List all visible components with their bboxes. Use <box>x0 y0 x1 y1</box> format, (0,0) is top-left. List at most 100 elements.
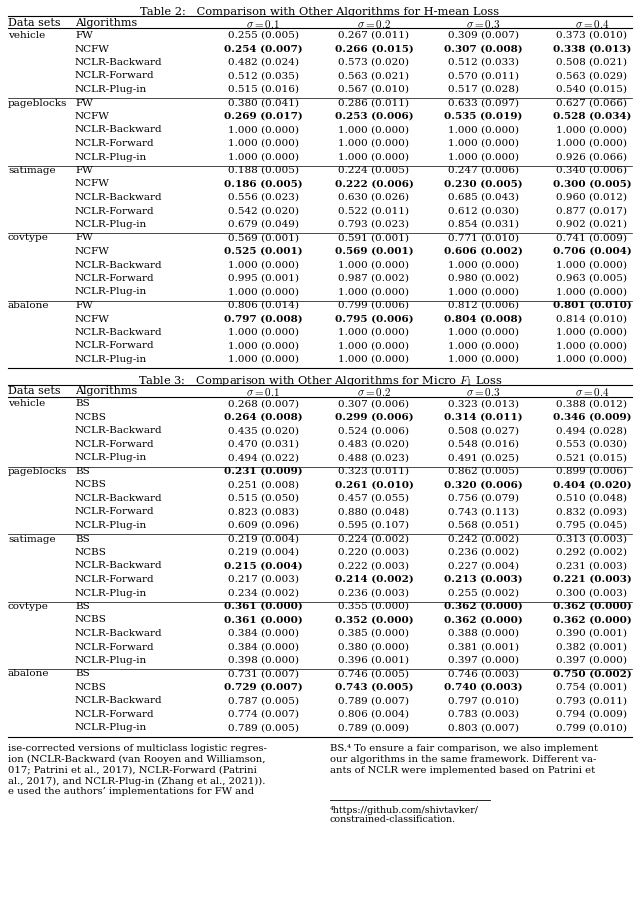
Text: 0.483 (0.020): 0.483 (0.020) <box>339 439 410 448</box>
Text: 0.494 (0.022): 0.494 (0.022) <box>227 453 298 462</box>
Text: NCLR-Plug-in: NCLR-Plug-in <box>75 453 147 462</box>
Text: NCLR-Forward: NCLR-Forward <box>75 139 155 148</box>
Text: 0.880 (0.048): 0.880 (0.048) <box>339 507 410 516</box>
Text: 0.264 (0.008): 0.264 (0.008) <box>224 413 302 422</box>
Text: 0.515 (0.050): 0.515 (0.050) <box>227 494 298 503</box>
Text: 0.398 (0.000): 0.398 (0.000) <box>227 655 298 664</box>
Text: 0.612 (0.030): 0.612 (0.030) <box>447 206 518 215</box>
Text: 0.188 (0.005): 0.188 (0.005) <box>227 165 298 175</box>
Text: 0.338 (0.013): 0.338 (0.013) <box>553 44 631 53</box>
Text: 0.221 (0.003): 0.221 (0.003) <box>552 574 632 584</box>
Text: 0.222 (0.006): 0.222 (0.006) <box>335 179 413 188</box>
Text: 0.286 (0.011): 0.286 (0.011) <box>339 98 410 108</box>
Text: 0.299 (0.006): 0.299 (0.006) <box>335 413 413 422</box>
Text: 0.494 (0.028): 0.494 (0.028) <box>557 426 627 435</box>
Text: 0.309 (0.007): 0.309 (0.007) <box>447 31 518 40</box>
Text: NCBS: NCBS <box>75 480 107 489</box>
Text: 0.397 (0.000): 0.397 (0.000) <box>447 655 518 664</box>
Text: 0.633 (0.097): 0.633 (0.097) <box>447 98 518 108</box>
Text: 0.314 (0.011): 0.314 (0.011) <box>444 413 522 422</box>
Text: NCLR-Forward: NCLR-Forward <box>75 507 155 516</box>
Text: 0.231 (0.003): 0.231 (0.003) <box>557 561 627 570</box>
Text: 0.783 (0.003): 0.783 (0.003) <box>447 709 518 719</box>
Text: satimage: satimage <box>8 165 56 175</box>
Text: NCFW: NCFW <box>75 179 110 188</box>
Text: 0.213 (0.003): 0.213 (0.003) <box>444 574 522 584</box>
Text: Table 2:   Comparison with Other Algorithms for H-mean Loss: Table 2: Comparison with Other Algorithm… <box>140 7 500 17</box>
Text: 1.000 (0.000): 1.000 (0.000) <box>557 328 627 336</box>
Text: FW: FW <box>75 301 93 310</box>
Text: 0.355 (0.000): 0.355 (0.000) <box>339 601 410 610</box>
Text: 0.397 (0.000): 0.397 (0.000) <box>557 655 627 664</box>
Text: 0.568 (0.051): 0.568 (0.051) <box>447 520 518 529</box>
Text: 0.746 (0.003): 0.746 (0.003) <box>447 669 518 678</box>
Text: 0.251 (0.008): 0.251 (0.008) <box>227 480 298 489</box>
Text: NCLR-Backward: NCLR-Backward <box>75 426 163 435</box>
Text: 0.746 (0.005): 0.746 (0.005) <box>339 669 410 678</box>
Text: 1.000 (0.000): 1.000 (0.000) <box>227 153 298 162</box>
Text: 0.361 (0.000): 0.361 (0.000) <box>223 601 302 610</box>
Text: NCLR-Forward: NCLR-Forward <box>75 709 155 719</box>
Text: 1.000 (0.000): 1.000 (0.000) <box>227 341 298 350</box>
Text: NCLR-Backward: NCLR-Backward <box>75 125 163 134</box>
Text: NCLR-Backward: NCLR-Backward <box>75 193 163 202</box>
Text: NCFW: NCFW <box>75 112 110 121</box>
Text: 0.214 (0.002): 0.214 (0.002) <box>335 574 413 584</box>
Text: 0.528 (0.034): 0.528 (0.034) <box>553 112 631 121</box>
Text: covtype: covtype <box>8 233 49 243</box>
Text: 0.234 (0.002): 0.234 (0.002) <box>227 588 298 596</box>
Text: 1.000 (0.000): 1.000 (0.000) <box>557 139 627 148</box>
Text: 0.404 (0.020): 0.404 (0.020) <box>553 480 631 489</box>
Text: 1.000 (0.000): 1.000 (0.000) <box>447 287 518 296</box>
Text: 0.396 (0.001): 0.396 (0.001) <box>339 655 410 664</box>
Text: Algorithms: Algorithms <box>75 386 137 396</box>
Text: 0.980 (0.002): 0.980 (0.002) <box>447 274 518 283</box>
Text: 0.380 (0.041): 0.380 (0.041) <box>227 98 298 108</box>
Text: 0.862 (0.005): 0.862 (0.005) <box>447 467 518 475</box>
Text: 1.000 (0.000): 1.000 (0.000) <box>227 260 298 269</box>
Text: 1.000 (0.000): 1.000 (0.000) <box>227 328 298 336</box>
Text: ⁴https://github.com/shivtavker/: ⁴https://github.com/shivtavker/ <box>330 805 479 814</box>
Text: 0.482 (0.024): 0.482 (0.024) <box>227 58 298 67</box>
Text: $\sigma = 0.2$: $\sigma = 0.2$ <box>357 386 391 398</box>
Text: $\sigma = 0.1$: $\sigma = 0.1$ <box>246 386 280 398</box>
Text: 1.000 (0.000): 1.000 (0.000) <box>447 153 518 162</box>
Text: 0.320 (0.006): 0.320 (0.006) <box>444 480 522 489</box>
Text: 0.231 (0.009): 0.231 (0.009) <box>224 467 302 475</box>
Text: 0.795 (0.045): 0.795 (0.045) <box>557 520 627 529</box>
Text: NCLR-Forward: NCLR-Forward <box>75 641 155 651</box>
Text: 0.313 (0.003): 0.313 (0.003) <box>557 534 627 543</box>
Text: 0.362 (0.000): 0.362 (0.000) <box>444 615 522 624</box>
Text: 0.548 (0.016): 0.548 (0.016) <box>447 439 518 448</box>
Text: 0.795 (0.006): 0.795 (0.006) <box>335 314 413 323</box>
Text: 0.556 (0.023): 0.556 (0.023) <box>227 193 298 202</box>
Text: 0.806 (0.004): 0.806 (0.004) <box>339 709 410 719</box>
Text: 1.000 (0.000): 1.000 (0.000) <box>557 355 627 364</box>
Text: 0.542 (0.020): 0.542 (0.020) <box>227 206 298 215</box>
Text: 0.521 (0.015): 0.521 (0.015) <box>557 453 627 462</box>
Text: abalone: abalone <box>8 301 49 310</box>
Text: 0.685 (0.043): 0.685 (0.043) <box>447 193 518 202</box>
Text: 0.491 (0.025): 0.491 (0.025) <box>447 453 518 462</box>
Text: 0.292 (0.002): 0.292 (0.002) <box>557 548 627 556</box>
Text: NCLR-Forward: NCLR-Forward <box>75 274 155 283</box>
Text: 0.540 (0.015): 0.540 (0.015) <box>557 85 627 94</box>
Text: 1.000 (0.000): 1.000 (0.000) <box>339 341 410 350</box>
Text: 1.000 (0.000): 1.000 (0.000) <box>447 260 518 269</box>
Text: 0.488 (0.023): 0.488 (0.023) <box>339 453 410 462</box>
Text: vehicle: vehicle <box>8 31 45 40</box>
Text: Algorithms: Algorithms <box>75 18 137 28</box>
Text: 0.220 (0.003): 0.220 (0.003) <box>339 548 410 556</box>
Text: 1.000 (0.000): 1.000 (0.000) <box>339 355 410 364</box>
Text: 0.515 (0.016): 0.515 (0.016) <box>227 85 298 94</box>
Text: 0.535 (0.019): 0.535 (0.019) <box>444 112 522 121</box>
Text: NCLR-Forward: NCLR-Forward <box>75 439 155 448</box>
Text: 0.799 (0.010): 0.799 (0.010) <box>557 722 627 732</box>
Text: NCLR-Plug-in: NCLR-Plug-in <box>75 722 147 732</box>
Text: 0.814 (0.010): 0.814 (0.010) <box>557 314 627 323</box>
Text: 0.570 (0.011): 0.570 (0.011) <box>447 72 518 80</box>
Text: 0.255 (0.002): 0.255 (0.002) <box>447 588 518 596</box>
Text: 0.801 (0.010): 0.801 (0.010) <box>552 301 632 310</box>
Text: 1.000 (0.000): 1.000 (0.000) <box>557 287 627 296</box>
Text: 1.000 (0.000): 1.000 (0.000) <box>557 341 627 350</box>
